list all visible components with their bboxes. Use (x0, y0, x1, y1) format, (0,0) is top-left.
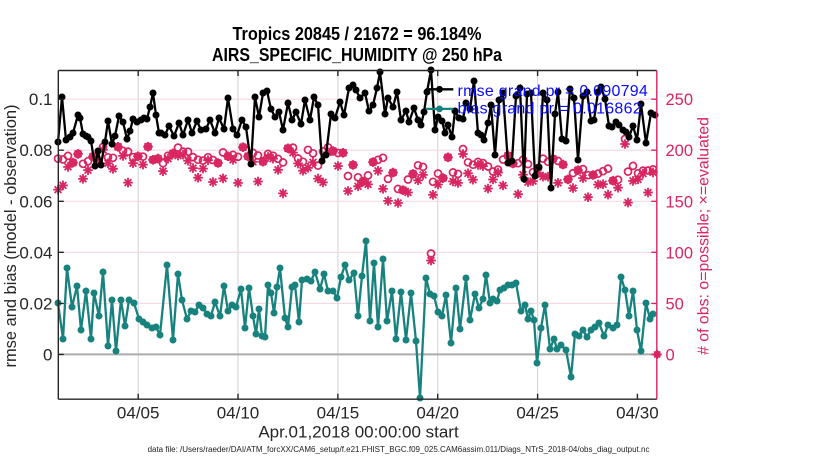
svg-text:bias grand pr = 0.016862: bias grand pr = 0.016862 (458, 100, 642, 117)
svg-text:0.08: 0.08 (19, 141, 52, 160)
svg-text:rmse grand pr = 0.090794: rmse grand pr = 0.090794 (458, 83, 649, 100)
svg-text:200: 200 (666, 142, 694, 160)
svg-text:0: 0 (43, 345, 52, 364)
svg-text:04/30: 04/30 (616, 404, 659, 423)
svg-text:Tropics 20845 / 21672 = 96.184: Tropics 20845 / 21672 = 96.184% (233, 24, 482, 44)
svg-text:AIRS_SPECIFIC_HUMIDITY @ 250 h: AIRS_SPECIFIC_HUMIDITY @ 250 hPa (212, 45, 503, 65)
svg-text:50: 50 (666, 295, 684, 313)
svg-text:0: 0 (666, 346, 675, 364)
svg-text:04/15: 04/15 (317, 404, 360, 423)
svg-text:# of obs: o=possible; ×=evalua: # of obs: o=possible; ×=evaluated (696, 117, 713, 355)
svg-text:04/05: 04/05 (117, 404, 160, 423)
svg-text:rmse and bias (model - observa: rmse and bias (model - observation) (1, 105, 20, 368)
svg-text:04/25: 04/25 (516, 404, 559, 423)
svg-text:0.04: 0.04 (19, 243, 52, 262)
svg-text:04/20: 04/20 (416, 404, 459, 423)
svg-text:0.1: 0.1 (29, 90, 53, 109)
svg-text:250: 250 (666, 91, 694, 109)
svg-text:100: 100 (666, 244, 694, 262)
svg-text:Apr.01,2018 00:00:00 start: Apr.01,2018 00:00:00 start (258, 423, 459, 442)
svg-text:150: 150 (666, 193, 694, 211)
svg-text:0.06: 0.06 (19, 192, 52, 211)
svg-text:04/10: 04/10 (217, 404, 260, 423)
svg-text:0.02: 0.02 (19, 294, 52, 313)
svg-text:data file: /Users/raeder/DAI/A: data file: /Users/raeder/DAI/ATM_forcXX/… (148, 445, 650, 454)
